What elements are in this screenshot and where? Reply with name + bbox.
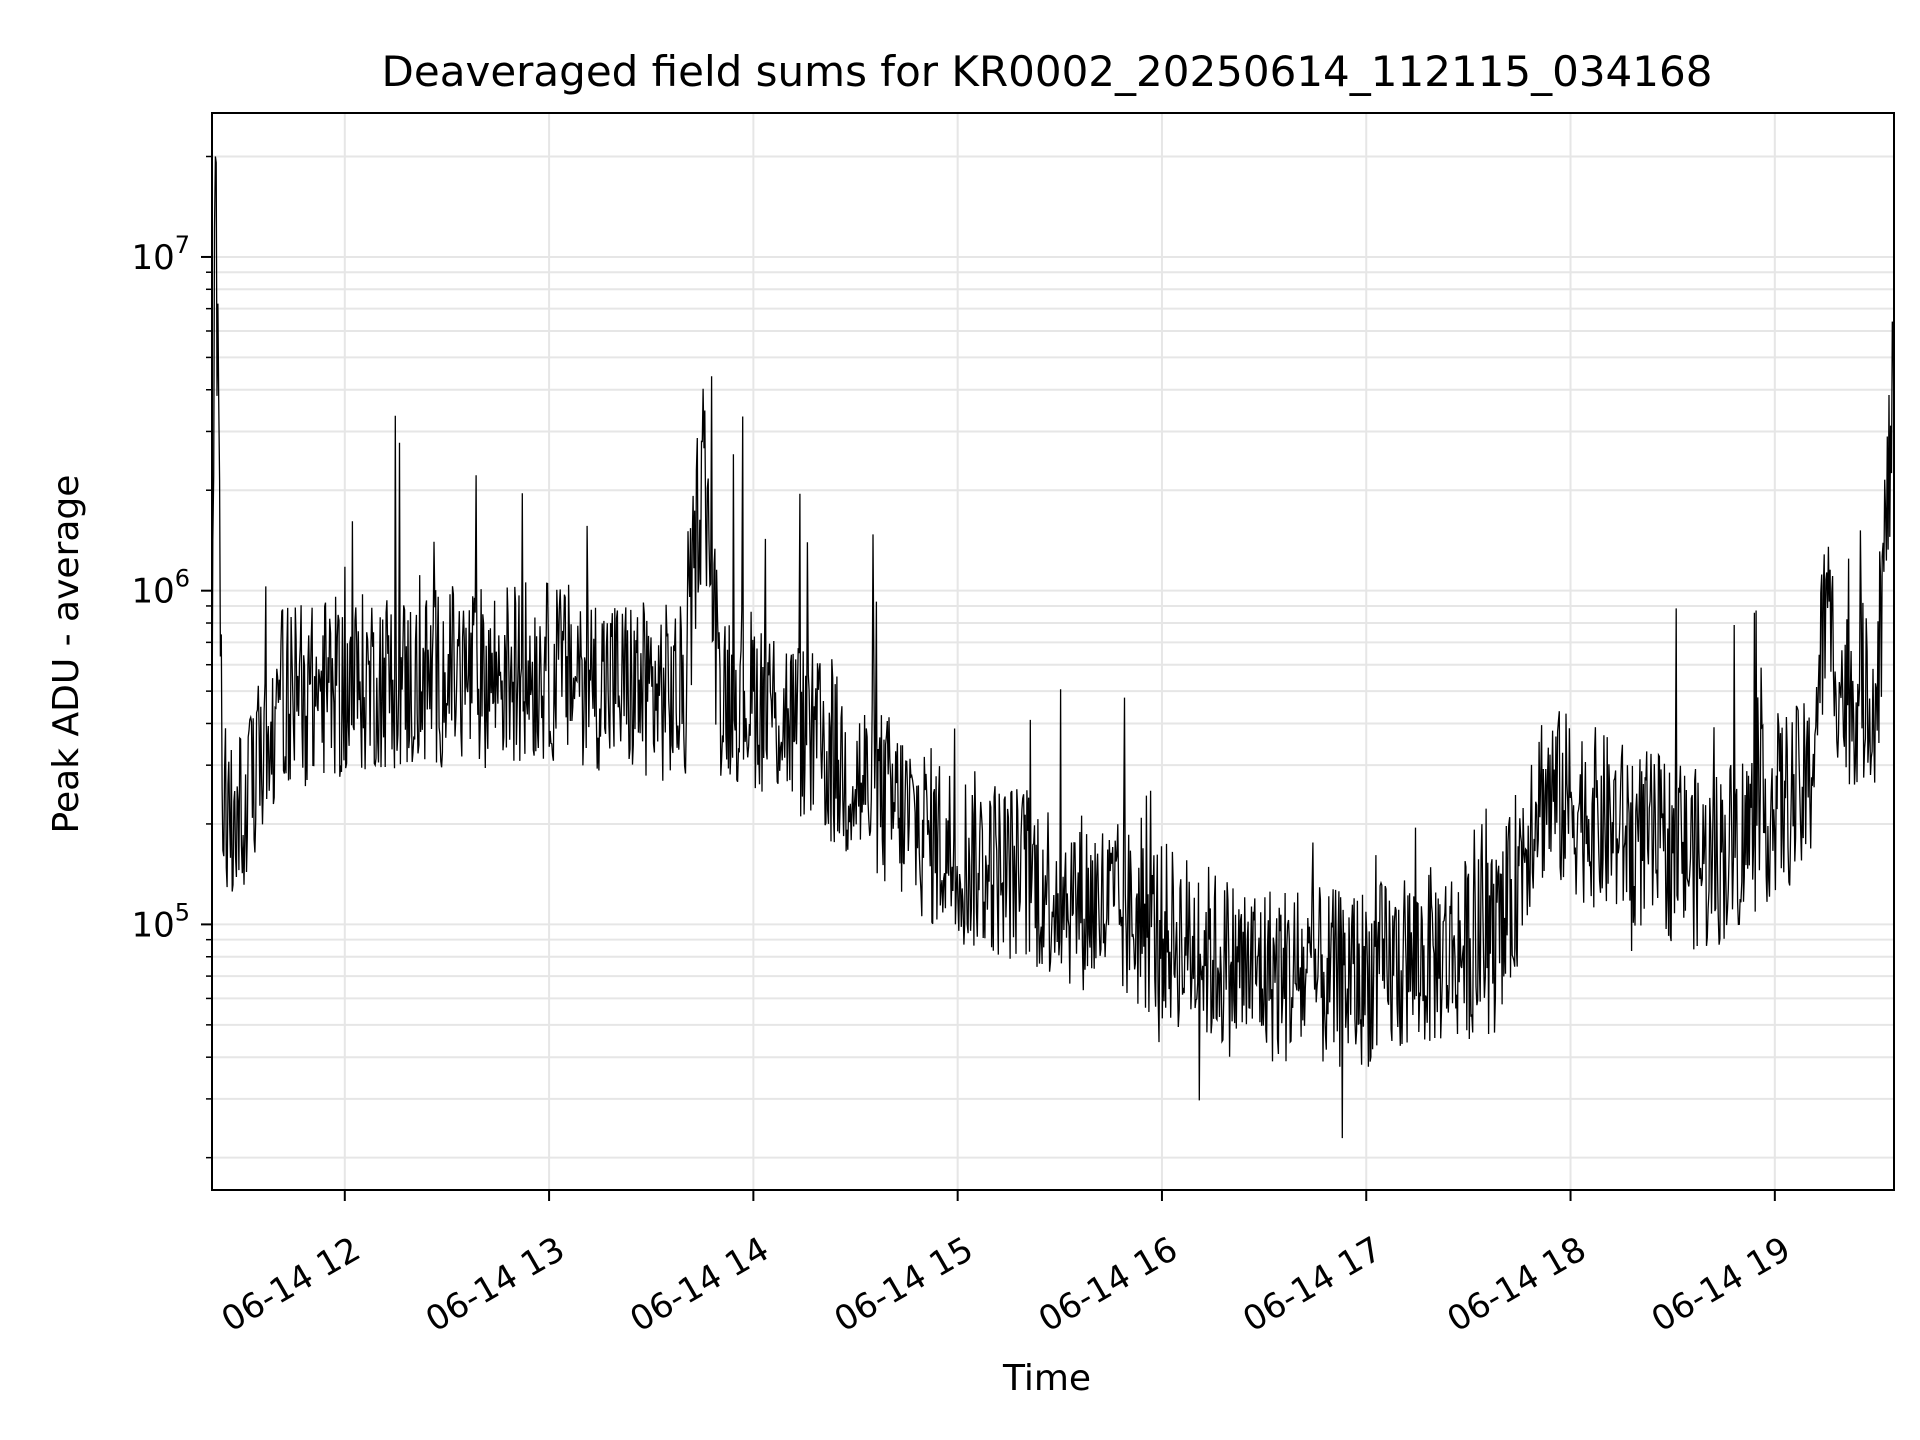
series-line (211, 156, 1895, 1139)
grid-lines (212, 113, 1894, 1190)
y-tick-label: 107 (131, 231, 190, 278)
y-tick-label: 105 (131, 898, 190, 945)
y-axis: 105 106 107 (131, 155, 212, 1159)
y-tick-label: 106 (131, 565, 190, 612)
x-axis-title: Time (1002, 1358, 1091, 1399)
series-group (211, 156, 1895, 1139)
plot-frame (211, 112, 1895, 1191)
y-axis-title: Peak ADU - average (46, 475, 87, 834)
chart-title: Deaveraged field sums for KR0002_2025061… (382, 47, 1713, 96)
